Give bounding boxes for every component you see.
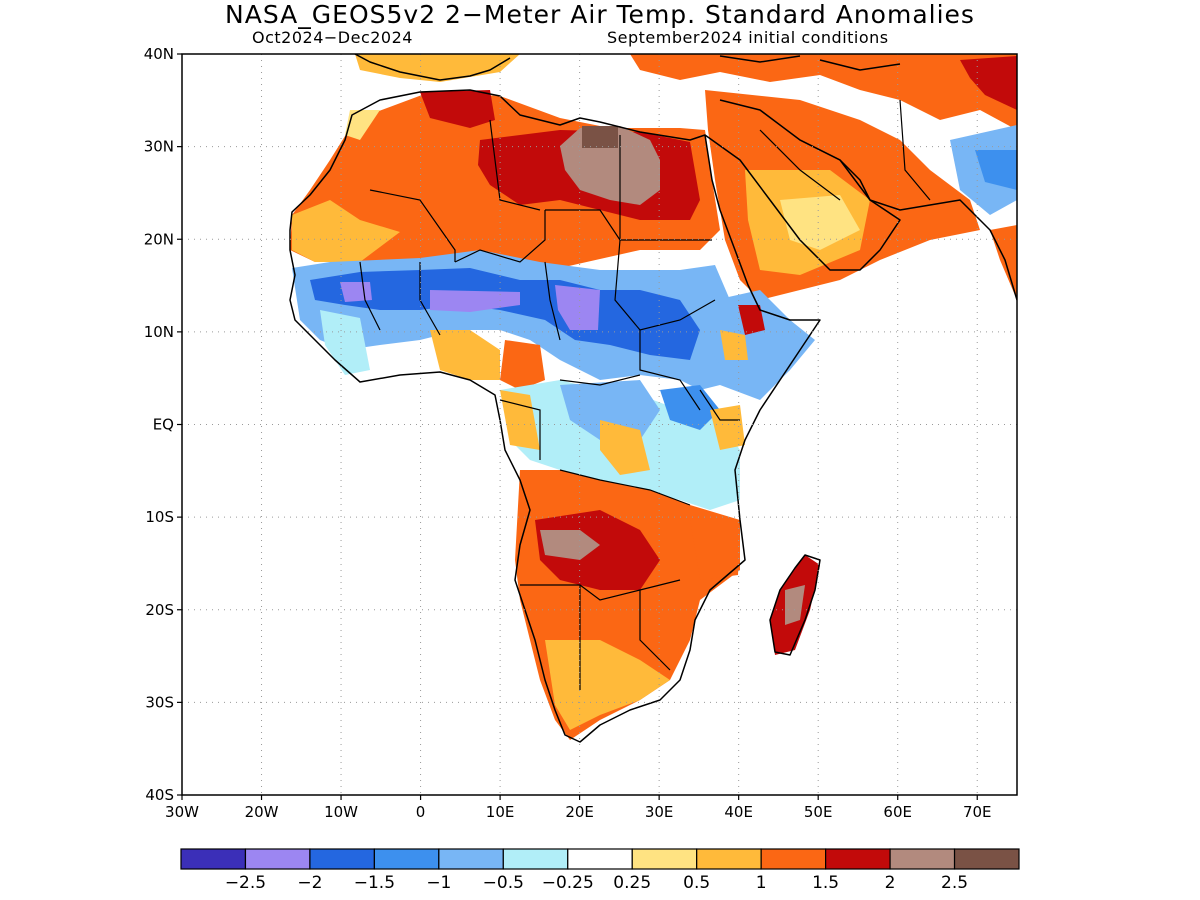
lat-tick-label: 20S bbox=[145, 601, 174, 619]
colorbar-label: 1.5 bbox=[812, 873, 839, 893]
colorbar-label: 0.25 bbox=[613, 873, 651, 893]
lon-tick-label: 40E bbox=[724, 803, 753, 821]
map-title: NASA_GEOS5v2 2−Meter Air Temp. Standard … bbox=[225, 0, 975, 29]
lon-tick-label: 70E bbox=[963, 803, 992, 821]
colorbar-swatch bbox=[760, 848, 827, 870]
lon-tick-label: 20W bbox=[245, 803, 279, 821]
colorbar-label: −0.25 bbox=[542, 873, 594, 893]
lat-tick-label: 30N bbox=[144, 138, 174, 156]
lon-tick-label: 0 bbox=[416, 803, 426, 821]
lat-tick-label: 10N bbox=[144, 323, 174, 341]
colorbar-label: 0.5 bbox=[683, 873, 710, 893]
colorbar-swatch bbox=[244, 848, 311, 870]
colorbar-label: 2.5 bbox=[941, 873, 968, 893]
colorbar-label: −0.5 bbox=[483, 873, 524, 893]
colorbar-swatch bbox=[825, 848, 891, 870]
lon-tick-label: 60E bbox=[883, 803, 912, 821]
colorbar-swatch bbox=[889, 848, 956, 870]
forecast-period: Oct2024−Dec2024 bbox=[252, 28, 413, 47]
lat-tick-label: 40N bbox=[144, 45, 174, 63]
colorbar-swatch bbox=[567, 848, 633, 870]
lon-tick-label: 20E bbox=[565, 803, 594, 821]
colorbar-swatch bbox=[373, 848, 440, 870]
lat-tick-label: 20N bbox=[144, 230, 174, 248]
initial-conditions: September2024 initial conditions bbox=[607, 28, 889, 47]
colorbar-label: 1 bbox=[756, 873, 767, 893]
colorbar-swatch bbox=[696, 848, 762, 870]
colorbar-label: −2 bbox=[297, 873, 322, 893]
lon-tick-label: 50E bbox=[804, 803, 833, 821]
colorbar: −2.5 −2 −1.5 −1 −0.5 −0.25 0.25 0.5 1 1.5 2 2.5 bbox=[180, 848, 1020, 893]
lon-axis: 30W 20W 10W 0 10E 20E 30E 40E 50E 60E 70E bbox=[165, 795, 992, 821]
colorbar-label: −1.5 bbox=[354, 873, 395, 893]
colorbar-label: −2.5 bbox=[225, 873, 266, 893]
lat-tick-label: EQ bbox=[153, 416, 174, 434]
lat-axis: 40N 30N 20N 10N EQ 10S 20S 30S 40S bbox=[144, 45, 182, 804]
lat-tick-label: 40S bbox=[145, 786, 174, 804]
colorbar-label: 2 bbox=[885, 873, 896, 893]
colorbar-swatch bbox=[631, 848, 698, 870]
lon-tick-label: 30W bbox=[165, 803, 199, 821]
colorbar-swatch bbox=[438, 848, 504, 870]
lon-tick-label: 10W bbox=[324, 803, 358, 821]
lat-tick-label: 10S bbox=[145, 508, 174, 526]
lat-tick-label: 30S bbox=[145, 693, 174, 711]
country-borders bbox=[359, 99, 931, 690]
colorbar-swatch bbox=[953, 848, 1020, 870]
colorbar-swatch bbox=[309, 848, 375, 870]
coastlines bbox=[289, 54, 1017, 743]
colorbar-label: −1 bbox=[426, 873, 451, 893]
lon-tick-label: 10E bbox=[486, 803, 515, 821]
anomaly-shading bbox=[290, 54, 1017, 740]
colorbar-swatch bbox=[180, 848, 247, 870]
lon-tick-label: 30E bbox=[645, 803, 674, 821]
colorbar-swatch bbox=[502, 848, 569, 870]
